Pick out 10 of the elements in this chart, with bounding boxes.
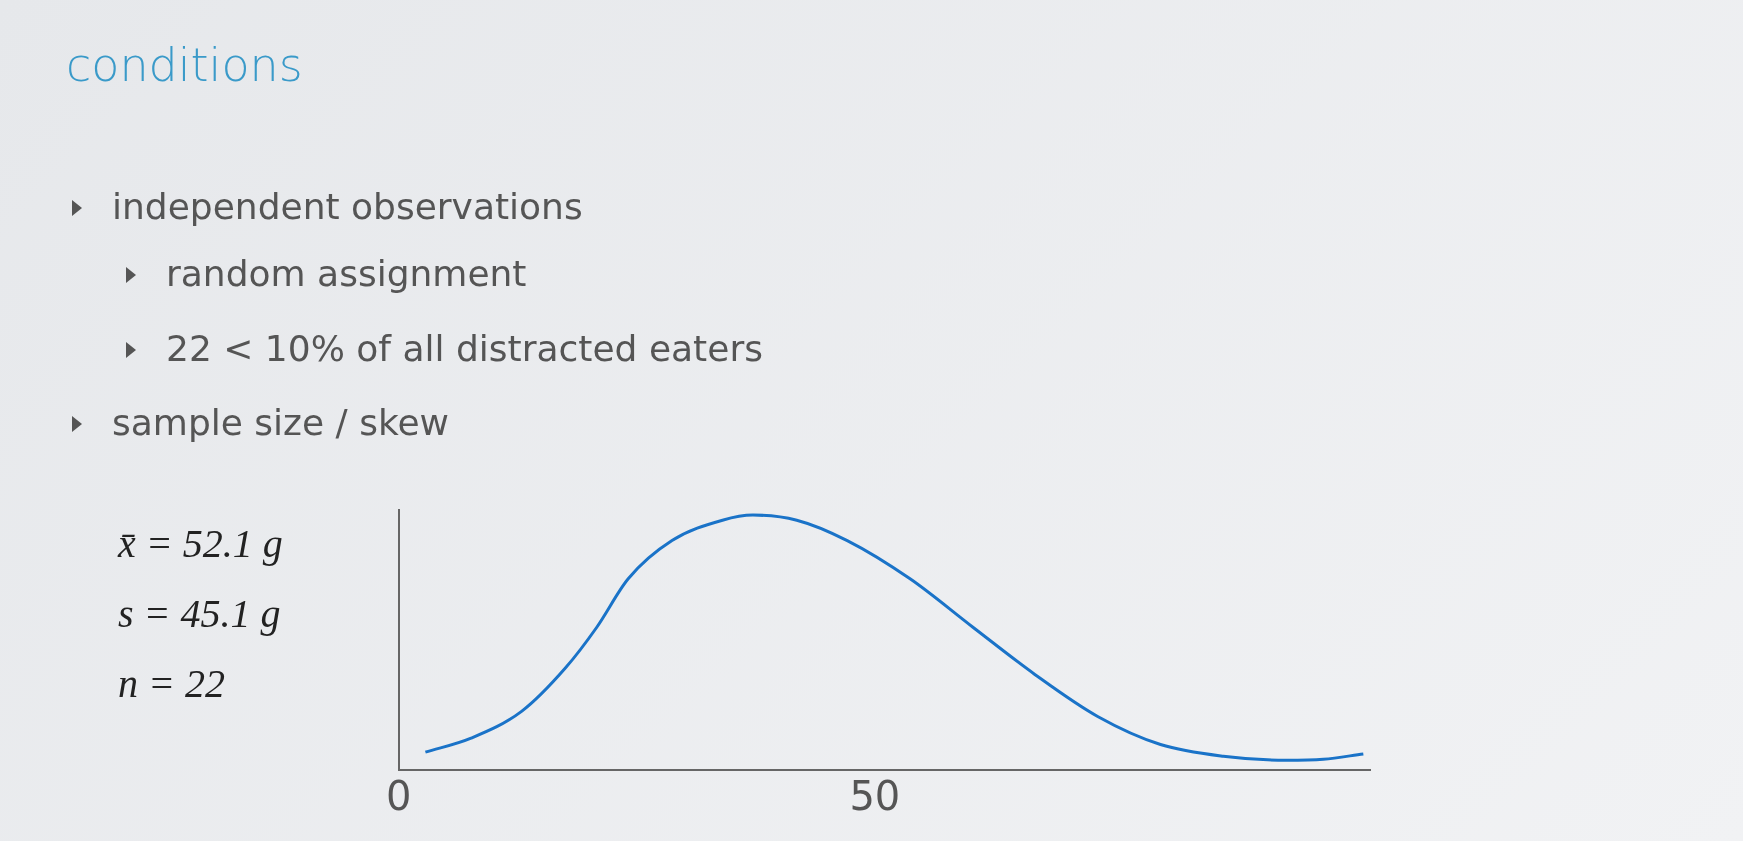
- text: s = 45.1 g: [118, 590, 281, 637]
- text: sample size / skew: [112, 402, 450, 443]
- text: x̄ = 52.1 g: [118, 520, 283, 567]
- x-tick-label: 0: [386, 773, 412, 820]
- text: n = 22: [118, 660, 225, 707]
- text: independent observations: [112, 186, 583, 227]
- text: 22 < 10% of all distracted eaters: [166, 328, 763, 369]
- x-tick-label: 50: [849, 773, 901, 820]
- chart-title: conditions: [66, 38, 303, 92]
- text: random assignment: [166, 253, 527, 294]
